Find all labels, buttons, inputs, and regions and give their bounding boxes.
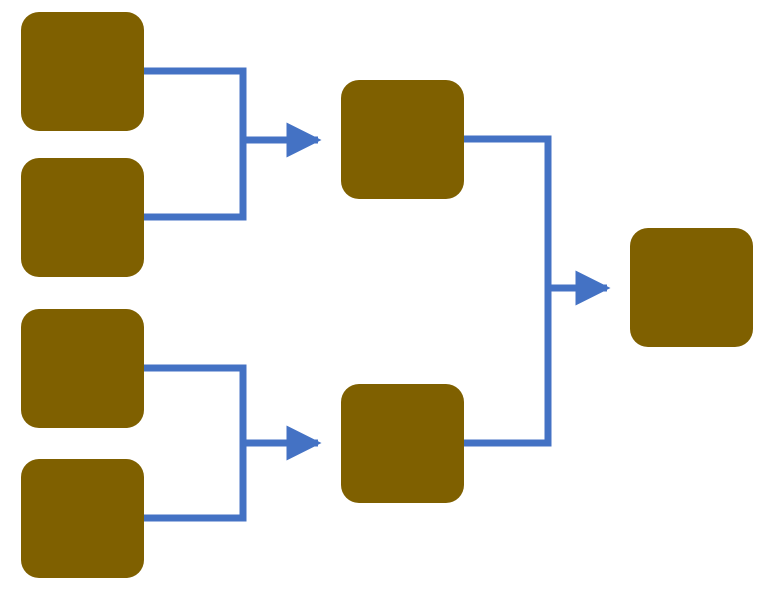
round1-node-4 <box>21 459 144 578</box>
round1-node-1 <box>21 12 144 131</box>
round1-column <box>21 12 144 578</box>
round2-node-1 <box>341 80 464 199</box>
connector-group-bottom <box>144 364 322 522</box>
round1-node-3 <box>21 309 144 428</box>
connector-group-top <box>144 67 322 221</box>
connector-group-final <box>464 135 611 447</box>
final-node <box>630 228 753 347</box>
round1-node-2 <box>21 158 144 277</box>
connector-elbow-2 <box>144 364 247 522</box>
connector-elbow-3 <box>464 135 552 447</box>
round2-node-2 <box>341 384 464 503</box>
round2-column <box>341 80 464 503</box>
final-column <box>630 228 753 347</box>
connector-elbow-1 <box>144 67 247 221</box>
